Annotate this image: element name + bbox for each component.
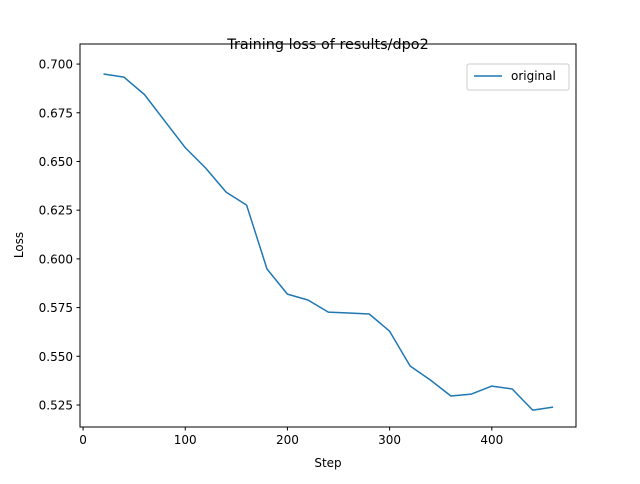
x-tick-label: 200: [276, 433, 299, 447]
y-tick-label: 0.525: [39, 398, 73, 412]
legend-label-original: original: [511, 69, 556, 83]
y-tick-label: 0.625: [39, 204, 73, 218]
x-tick-label: 400: [480, 433, 503, 447]
chart-title: Training loss of results/dpo2: [226, 37, 428, 53]
y-tick-label: 0.575: [39, 301, 73, 315]
x-tick-label: 300: [378, 433, 401, 447]
y-tick-label: 0.600: [39, 252, 73, 266]
x-tick-label: 100: [174, 433, 197, 447]
legend: original: [467, 64, 569, 90]
y-axis-label: Loss: [12, 232, 26, 258]
y-tick-label: 0.550: [39, 350, 73, 364]
x-axis-label: Step: [314, 456, 341, 470]
y-tick-label: 0.700: [39, 58, 73, 72]
x-tick-label: 0: [79, 433, 87, 447]
y-tick-label: 0.650: [39, 155, 73, 169]
y-tick-label: 0.675: [39, 106, 73, 120]
